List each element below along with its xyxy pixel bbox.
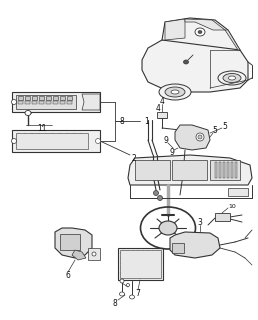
- Bar: [215, 162, 217, 178]
- Text: 9: 9: [170, 148, 174, 156]
- Polygon shape: [82, 94, 100, 110]
- Ellipse shape: [130, 295, 134, 299]
- Bar: [120, 250, 161, 278]
- Polygon shape: [225, 30, 240, 50]
- Ellipse shape: [159, 221, 177, 235]
- Bar: [67, 101, 72, 104]
- Polygon shape: [128, 155, 252, 185]
- Ellipse shape: [12, 139, 17, 143]
- Bar: [210, 160, 240, 180]
- Polygon shape: [55, 228, 92, 258]
- Bar: [88, 248, 100, 260]
- Bar: [215, 213, 230, 221]
- Bar: [18, 96, 23, 100]
- Ellipse shape: [229, 76, 236, 80]
- Ellipse shape: [218, 71, 246, 85]
- Bar: [25, 96, 30, 100]
- Text: 5: 5: [213, 125, 217, 134]
- Bar: [25, 101, 30, 104]
- Polygon shape: [162, 18, 240, 50]
- Ellipse shape: [198, 30, 202, 34]
- Text: 3: 3: [198, 218, 203, 227]
- Polygon shape: [175, 125, 210, 150]
- Polygon shape: [72, 250, 86, 260]
- Ellipse shape: [195, 28, 205, 36]
- Ellipse shape: [157, 196, 163, 201]
- Bar: [46, 96, 51, 100]
- Ellipse shape: [165, 87, 185, 97]
- Text: 8: 8: [113, 299, 117, 308]
- Ellipse shape: [196, 133, 204, 141]
- Ellipse shape: [12, 100, 17, 105]
- Text: 10: 10: [228, 204, 236, 209]
- Bar: [32, 96, 37, 100]
- Polygon shape: [142, 38, 248, 92]
- Text: 7: 7: [135, 290, 140, 299]
- Text: 2: 2: [132, 154, 136, 163]
- Text: 6: 6: [66, 271, 70, 281]
- Polygon shape: [185, 19, 225, 30]
- Bar: [228, 188, 248, 196]
- Bar: [157, 112, 167, 118]
- Bar: [223, 162, 225, 178]
- Polygon shape: [12, 92, 100, 112]
- Bar: [39, 96, 44, 100]
- Bar: [39, 101, 44, 104]
- Bar: [118, 248, 163, 280]
- Bar: [219, 162, 221, 178]
- Text: 9: 9: [164, 135, 168, 145]
- Text: 4: 4: [156, 103, 160, 113]
- Bar: [227, 162, 229, 178]
- Bar: [172, 243, 184, 253]
- Ellipse shape: [171, 90, 179, 94]
- Bar: [32, 101, 37, 104]
- Text: 11: 11: [37, 124, 47, 132]
- Bar: [172, 160, 207, 180]
- Text: 8: 8: [120, 116, 124, 125]
- Bar: [16, 95, 76, 109]
- Bar: [135, 160, 170, 180]
- Ellipse shape: [25, 110, 31, 116]
- Bar: [235, 162, 237, 178]
- Text: 5: 5: [223, 122, 228, 131]
- Ellipse shape: [154, 190, 158, 196]
- Text: 4: 4: [159, 97, 164, 106]
- Ellipse shape: [92, 252, 96, 256]
- Bar: [231, 162, 233, 178]
- Ellipse shape: [95, 139, 101, 143]
- Bar: [53, 96, 58, 100]
- Ellipse shape: [126, 284, 130, 286]
- Bar: [60, 234, 80, 250]
- Ellipse shape: [183, 60, 189, 64]
- Bar: [60, 101, 65, 104]
- Ellipse shape: [198, 135, 202, 139]
- Bar: [18, 101, 23, 104]
- Polygon shape: [12, 130, 100, 152]
- Ellipse shape: [120, 279, 124, 283]
- Polygon shape: [170, 232, 220, 258]
- Bar: [46, 101, 51, 104]
- Bar: [60, 96, 65, 100]
- Bar: [67, 96, 72, 100]
- Bar: [53, 101, 58, 104]
- Ellipse shape: [223, 74, 241, 83]
- Bar: [16, 133, 88, 149]
- Polygon shape: [165, 19, 185, 40]
- Ellipse shape: [159, 84, 191, 100]
- Ellipse shape: [119, 292, 125, 296]
- Text: 1: 1: [145, 116, 149, 125]
